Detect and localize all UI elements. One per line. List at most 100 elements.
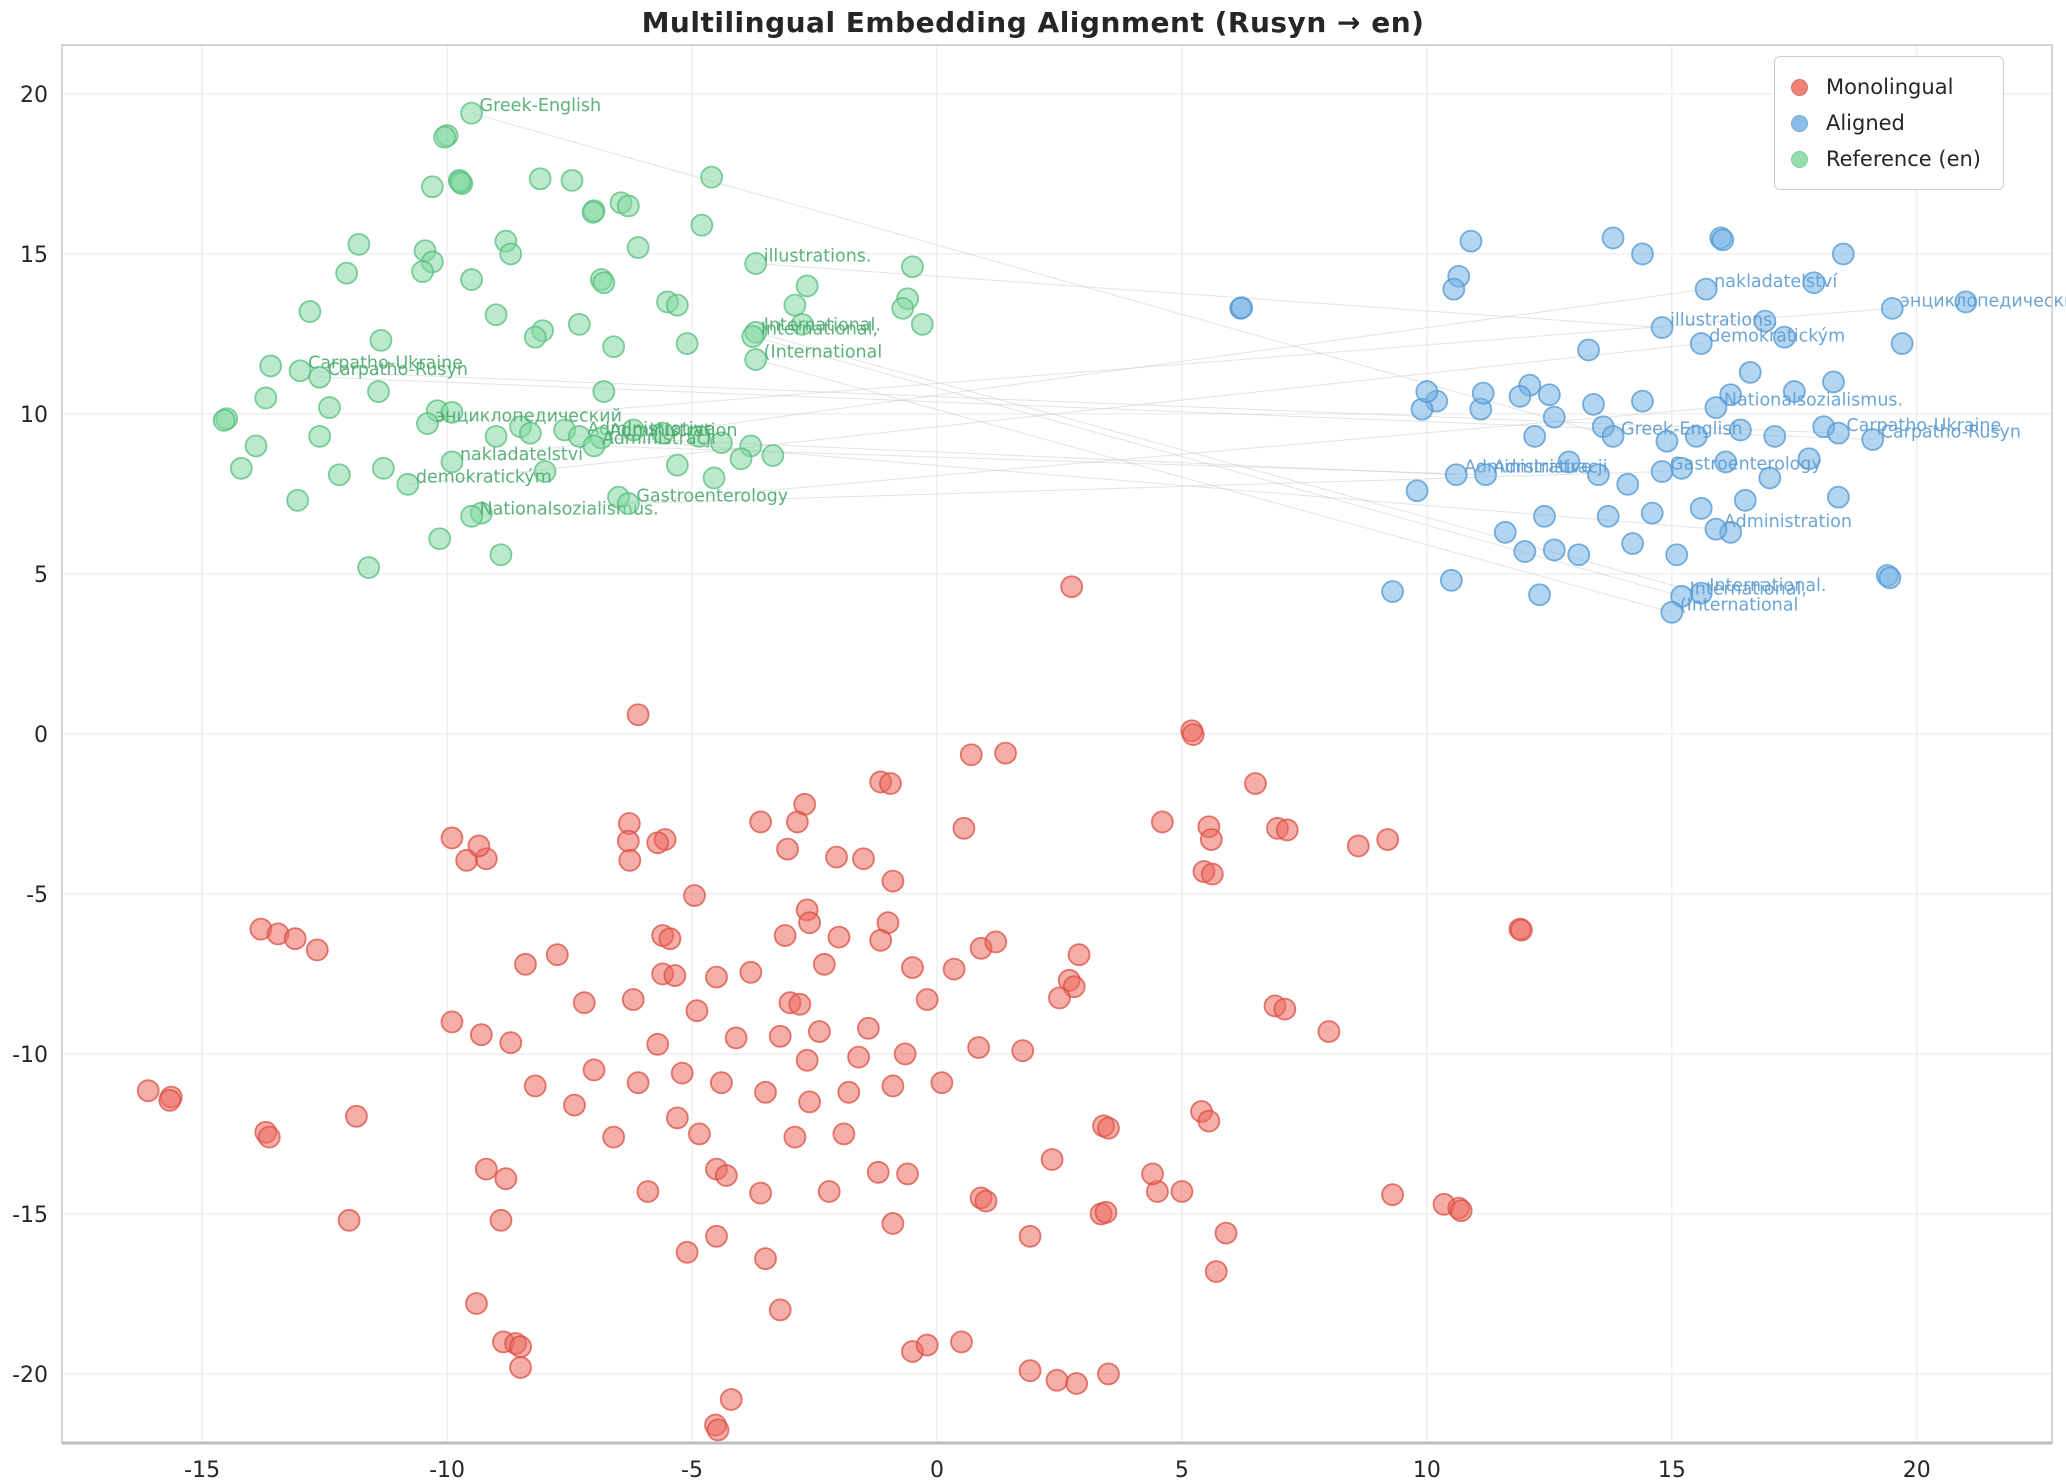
data-point	[1631, 389, 1654, 413]
data-point	[749, 1181, 773, 1205]
data-point	[1442, 277, 1466, 301]
data-point	[1537, 383, 1561, 407]
data-point	[768, 1298, 792, 1322]
data-point	[783, 293, 807, 317]
data-point	[795, 274, 819, 298]
data-point-labeled	[308, 365, 332, 389]
point-label-blue: Gastroenterology	[1670, 455, 1822, 475]
data-point-labeled	[1827, 421, 1850, 445]
data-point	[621, 988, 645, 1011]
x-tick-label: 0	[930, 1458, 944, 1483]
data-point	[337, 1208, 361, 1232]
data-point	[1048, 986, 1071, 1010]
data-point	[798, 911, 821, 935]
data-point	[621, 418, 645, 442]
data-point	[881, 1074, 905, 1098]
data-point	[1655, 429, 1679, 453]
data-point	[460, 268, 483, 291]
legend: Monolingual Aligned Reference (en)	[1773, 56, 2004, 190]
data-point-labeled	[1650, 460, 1674, 483]
x-tick-label: 5	[1175, 1458, 1189, 1483]
data-point	[881, 869, 905, 893]
y-tick-label: 0	[34, 723, 48, 748]
data-point	[1376, 828, 1400, 851]
data-point	[1954, 290, 1978, 314]
data-point	[959, 743, 983, 767]
data-point	[509, 1335, 532, 1359]
data-point	[1214, 1221, 1238, 1245]
x-tick-label: -5	[681, 1458, 703, 1483]
point-label-blue: Administracji	[1494, 458, 1608, 478]
data-point	[1665, 543, 1689, 567]
point-label-blue: Carpatho-Rusyn	[1881, 423, 2021, 443]
data-point	[582, 1058, 606, 1082]
data-point	[832, 1122, 856, 1146]
data-point	[646, 1032, 670, 1056]
data-point	[901, 255, 924, 279]
data-point	[518, 421, 542, 445]
data-point	[440, 1010, 464, 1034]
data-point	[790, 312, 814, 336]
data-point	[683, 884, 706, 907]
data-point	[298, 300, 322, 323]
alignment-line	[300, 370, 1839, 434]
data-point	[581, 200, 605, 224]
data-point	[494, 1167, 518, 1191]
data-point	[1528, 583, 1551, 607]
data-point	[1097, 1116, 1120, 1140]
data-point	[440, 400, 464, 424]
data-point	[1230, 296, 1254, 320]
data-point	[687, 424, 711, 448]
data-point	[1018, 1224, 1042, 1248]
data-point	[567, 312, 591, 336]
data-point	[1381, 580, 1404, 603]
y-tick-label: 5	[34, 563, 48, 588]
data-point	[602, 1125, 626, 1149]
data-point	[675, 1240, 699, 1264]
aligned-dot-icon	[1790, 114, 1808, 132]
data-point	[785, 810, 809, 834]
point-label-blue: Nationalsozialismus.	[1724, 391, 1903, 411]
data-point	[327, 463, 351, 487]
alignment-line	[471, 407, 1716, 517]
data-point	[1586, 463, 1610, 487]
x-tick-label: 20	[1903, 1458, 1931, 1483]
data-point	[1890, 332, 1914, 355]
data-point	[411, 260, 434, 283]
data-point	[1415, 380, 1439, 403]
data-point	[719, 1388, 743, 1411]
data-point	[690, 213, 714, 237]
y-tick-label: 10	[20, 403, 48, 428]
data-point	[1577, 338, 1600, 362]
data-point	[440, 826, 464, 850]
data-point	[528, 167, 552, 191]
data-point	[729, 447, 753, 471]
data-point	[1060, 575, 1084, 599]
data-point	[670, 1061, 694, 1085]
data-point	[244, 434, 268, 458]
data-point	[952, 816, 976, 840]
data-point	[1197, 1109, 1221, 1133]
point-label-blue: энциклопедический	[1900, 291, 2066, 311]
data-point	[1150, 810, 1174, 834]
data-point	[448, 170, 472, 194]
data-point	[930, 1071, 954, 1095]
point-label-blue: demokratickým	[1709, 327, 1845, 347]
data-point	[847, 1045, 870, 1069]
data-point	[754, 1080, 777, 1104]
data-point	[1827, 485, 1850, 509]
data-point	[1513, 540, 1537, 563]
point-label-green: Administrative	[587, 419, 714, 439]
data-point	[1621, 532, 1645, 555]
data-point-labeled	[1689, 332, 1713, 355]
data-point	[533, 460, 557, 483]
data-point	[665, 1106, 689, 1130]
data-point	[1094, 1200, 1118, 1224]
data-point	[825, 845, 848, 869]
x-tick-label: 15	[1658, 1458, 1686, 1483]
data-point	[283, 927, 307, 951]
data-point	[1684, 424, 1708, 448]
point-label-blue: Carpatho-Ukraine	[1846, 416, 2001, 436]
data-point	[1275, 818, 1299, 842]
x-tick-label: -15	[184, 1458, 220, 1483]
